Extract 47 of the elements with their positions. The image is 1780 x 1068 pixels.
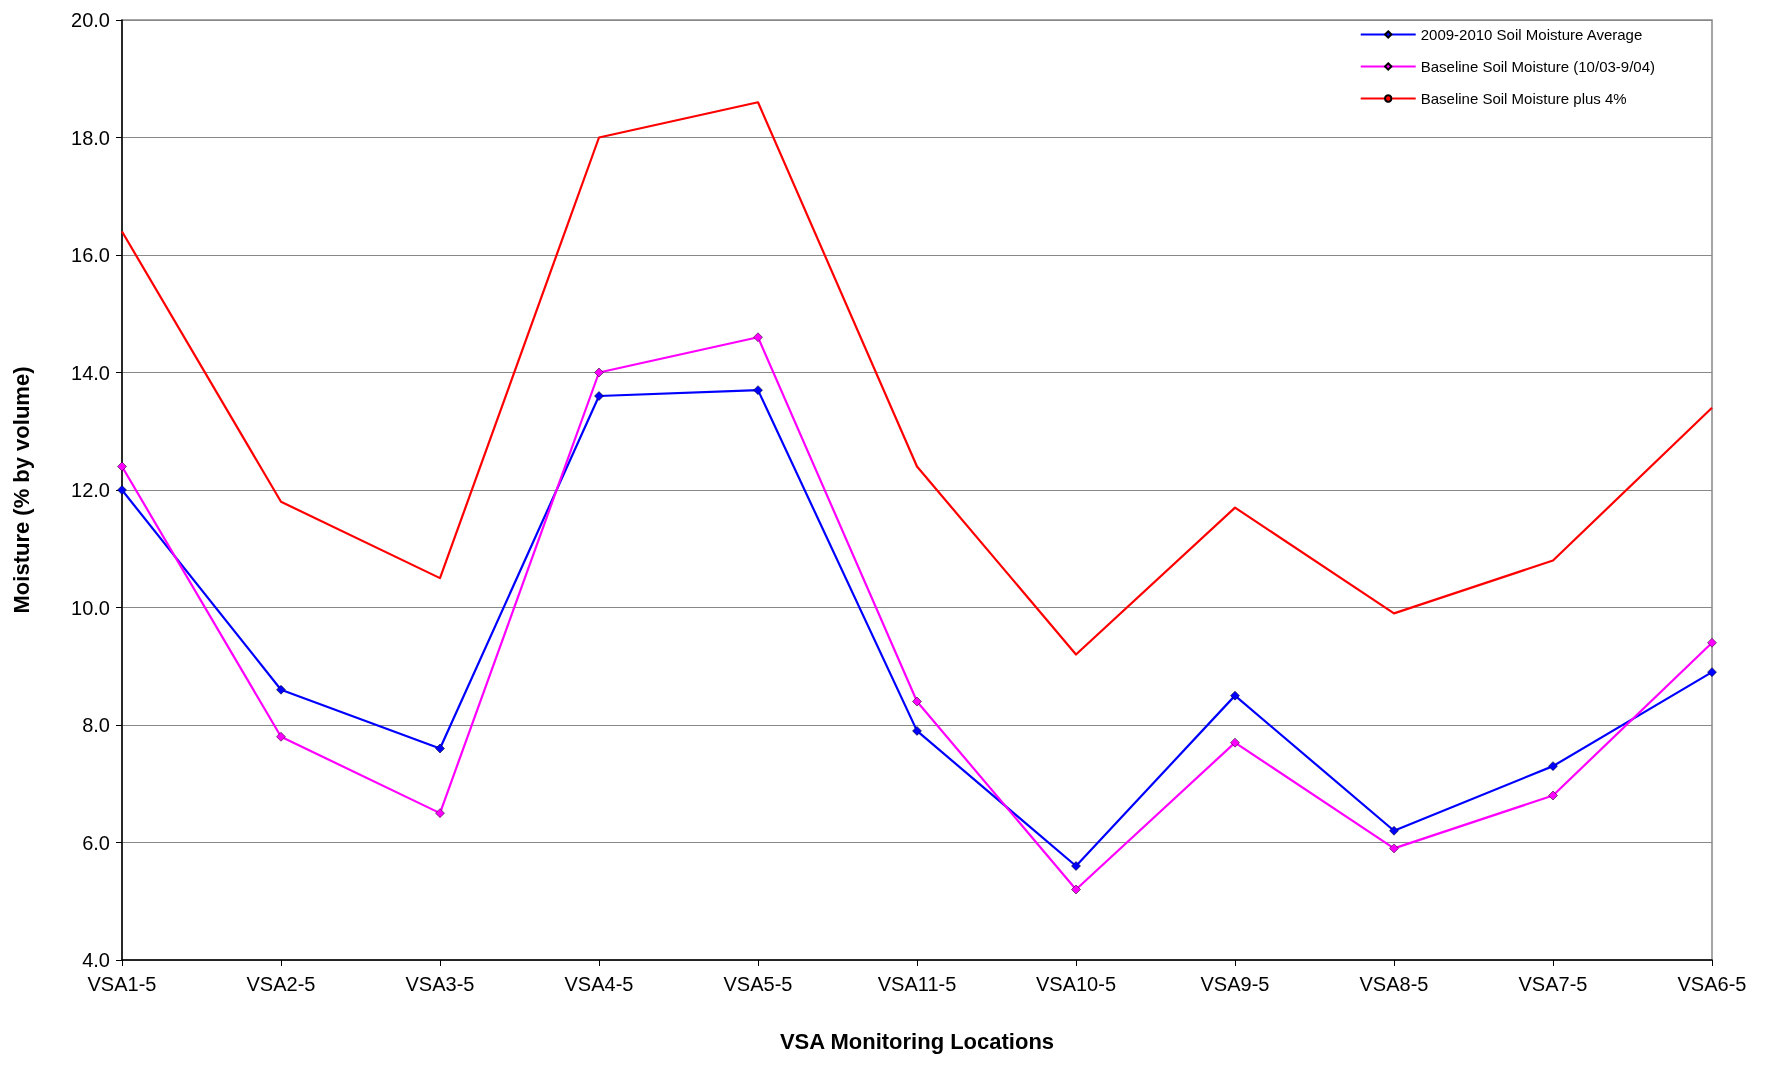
y-tick-label: 18.0 <box>71 126 110 149</box>
y-tick-label: 10.0 <box>71 596 110 619</box>
legend-label: Baseline Soil Moisture (10/03-9/04) <box>1420 58 1656 75</box>
y-tick-label: 12.0 <box>71 479 110 501</box>
point <box>753 385 763 395</box>
point <box>594 391 604 401</box>
x-tick-label: VSA7-5 <box>1518 973 1588 995</box>
x-tick-label: VSA10-5 <box>1035 973 1117 995</box>
point <box>276 685 286 695</box>
point <box>117 485 127 495</box>
point <box>276 732 286 742</box>
y-tick-label: 4.0 <box>82 949 110 971</box>
point <box>1071 861 1081 871</box>
x-tick-label: VSA11-5 <box>877 973 957 995</box>
y-tick-label: 14.0 <box>71 361 110 384</box>
point <box>117 461 127 472</box>
point <box>594 367 604 378</box>
point <box>1707 638 1717 648</box>
legend-label: Baseline Soil Moisture plus 4% <box>1420 90 1627 107</box>
x-tick-label: VSA3-5 <box>405 973 475 995</box>
x-tick-label: VSA9-5 <box>1200 973 1270 995</box>
point <box>435 808 445 818</box>
y-tick-label: 6.0 <box>82 831 110 854</box>
point <box>1389 826 1399 836</box>
y-tick-label: 20.0 <box>71 9 110 31</box>
x-tick-label: VSA2-5 <box>246 973 316 995</box>
point <box>1071 884 1081 895</box>
point <box>912 696 922 707</box>
point <box>1548 790 1558 801</box>
y-axis-title: Moisture (% by volume) <box>8 366 34 614</box>
x-tick-label: VSA5-5 <box>723 973 793 995</box>
point <box>912 726 922 736</box>
point <box>1707 667 1717 677</box>
y-tick-label: 16.0 <box>71 244 110 266</box>
y-tick-label: 8.0 <box>82 714 110 736</box>
point <box>435 743 445 754</box>
point <box>1230 737 1240 748</box>
point <box>753 332 763 342</box>
point <box>1389 843 1399 854</box>
x-tick-label: VSA6-5 <box>1677 973 1747 995</box>
point <box>1230 690 1240 701</box>
legend-label: 2009-2010 Soil Moisture Average <box>1420 26 1643 43</box>
point <box>1548 761 1558 771</box>
x-axis-title: VSA Monitoring Locations <box>779 1028 1055 1054</box>
x-tick-label: VSA8-5 <box>1359 973 1429 995</box>
x-tick-label: VSA4-5 <box>564 973 634 995</box>
x-tick-label: VSA1-5 <box>87 973 157 995</box>
